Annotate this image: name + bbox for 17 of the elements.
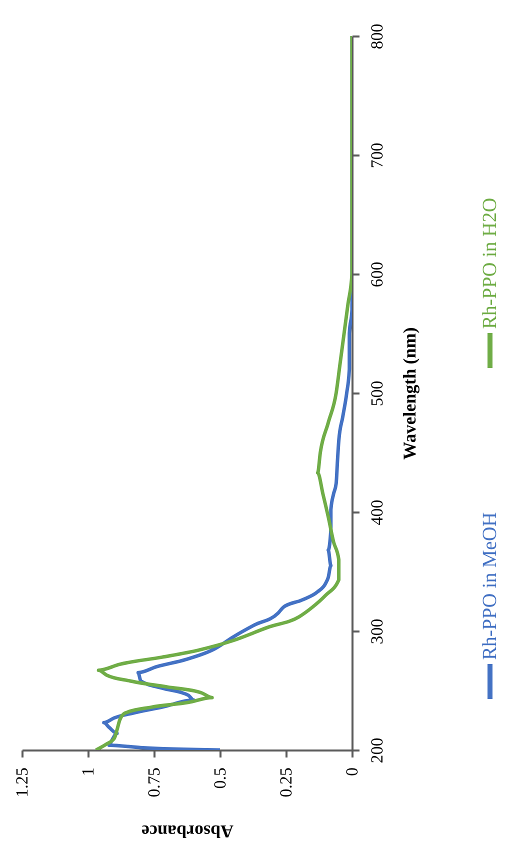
y-axis-title: Wavelength (nm) <box>400 327 420 460</box>
x-tick-label: 1 <box>78 768 98 776</box>
y-tick-label: 200 <box>368 738 386 764</box>
y-tick-label: 800 <box>368 24 386 50</box>
x-tick-label: 0.25 <box>276 768 296 798</box>
text: Rh-PPO in MeOH <box>479 512 501 660</box>
y-tick-label: 600 <box>368 262 386 288</box>
x-tick-label: 0 <box>342 768 362 776</box>
x-axis-title: Absorbance <box>141 821 234 842</box>
text: Rh-PPO in H2O <box>479 198 501 329</box>
y-tick-label: 500 <box>368 380 386 406</box>
y-tick-label: 700 <box>368 142 386 168</box>
x-tick-label: 0.75 <box>144 768 164 798</box>
x-tick-label: 1.25 <box>12 768 32 798</box>
y-tick-label: 400 <box>368 500 386 526</box>
x-tick-label: 0.5 <box>210 768 230 789</box>
y-tick-label: 300 <box>368 618 386 644</box>
